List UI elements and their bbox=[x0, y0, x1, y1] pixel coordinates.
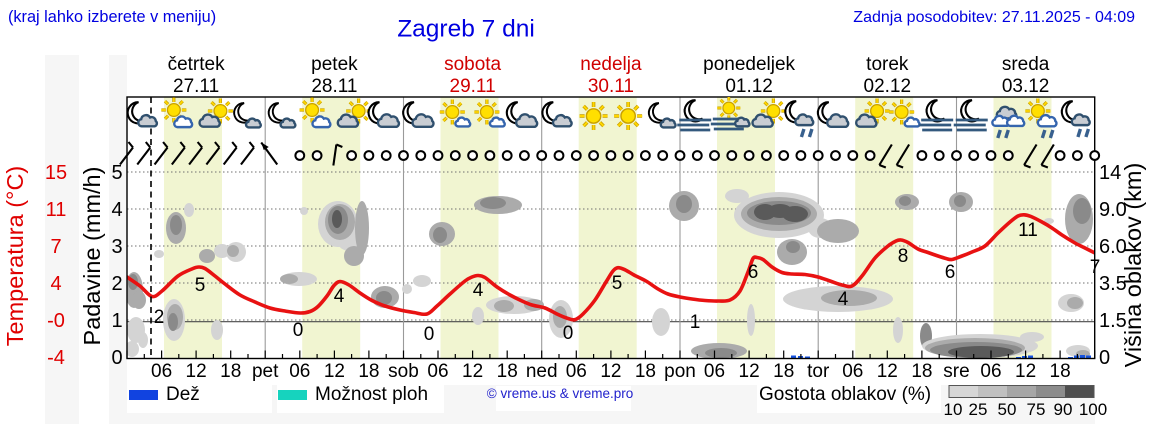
svg-text:4: 4 bbox=[334, 286, 345, 307]
svg-text:100: 100 bbox=[1079, 400, 1107, 419]
svg-text:12: 12 bbox=[877, 361, 898, 382]
svg-text:6: 6 bbox=[748, 262, 759, 283]
svg-text:4: 4 bbox=[50, 273, 61, 295]
svg-text:Zagreb 7 dni: Zagreb 7 dni bbox=[397, 16, 535, 43]
svg-text:15: 15 bbox=[45, 162, 67, 184]
svg-text:2: 2 bbox=[154, 307, 165, 328]
svg-text:18: 18 bbox=[220, 361, 241, 382]
svg-text:12: 12 bbox=[186, 361, 207, 382]
svg-text:06: 06 bbox=[566, 361, 587, 382]
svg-text:28.11: 28.11 bbox=[311, 76, 357, 97]
svg-text:06: 06 bbox=[842, 361, 863, 382]
svg-text:18: 18 bbox=[358, 361, 379, 382]
svg-text:ponedeljek: ponedeljek bbox=[703, 54, 795, 75]
svg-text:14: 14 bbox=[1099, 162, 1121, 184]
svg-text:06: 06 bbox=[427, 361, 448, 382]
svg-text:06: 06 bbox=[704, 361, 725, 382]
svg-text:18: 18 bbox=[497, 361, 518, 382]
svg-text:7: 7 bbox=[50, 236, 61, 258]
svg-text:4: 4 bbox=[473, 280, 484, 301]
svg-text:pon: pon bbox=[664, 361, 696, 382]
svg-text:3.5: 3.5 bbox=[1099, 273, 1127, 295]
svg-text:2: 2 bbox=[111, 273, 122, 295]
svg-text:4: 4 bbox=[111, 199, 122, 221]
svg-text:6: 6 bbox=[945, 262, 956, 283]
svg-text:29.11: 29.11 bbox=[450, 76, 496, 97]
svg-text:02.12: 02.12 bbox=[864, 76, 912, 97]
svg-text:18: 18 bbox=[635, 361, 656, 382]
svg-text:27.11: 27.11 bbox=[173, 76, 219, 97]
svg-text:sre: sre bbox=[943, 361, 969, 382]
svg-text:torek: torek bbox=[866, 54, 909, 75]
svg-text:06: 06 bbox=[151, 361, 172, 382]
svg-text:75: 75 bbox=[1027, 400, 1046, 419]
svg-text:18: 18 bbox=[911, 361, 932, 382]
svg-text:nedelja: nedelja bbox=[580, 54, 642, 75]
svg-text:8: 8 bbox=[898, 246, 909, 267]
svg-text:Zadnja posodobitev: 27.11.2025: Zadnja posodobitev: 27.11.2025 - 04:09 bbox=[853, 9, 1135, 26]
svg-text:12: 12 bbox=[324, 361, 345, 382]
svg-text:30.11: 30.11 bbox=[588, 76, 634, 97]
svg-text:5: 5 bbox=[612, 273, 623, 294]
svg-text:ned: ned bbox=[526, 361, 558, 382]
svg-text:Padavine (mm/h): Padavine (mm/h) bbox=[79, 167, 105, 346]
svg-text:0: 0 bbox=[424, 324, 435, 345]
svg-text:0: 0 bbox=[1099, 347, 1110, 369]
svg-text:25: 25 bbox=[969, 400, 988, 419]
svg-text:12: 12 bbox=[739, 361, 760, 382]
svg-text:sob: sob bbox=[388, 361, 419, 382]
svg-text:12: 12 bbox=[1015, 361, 1036, 382]
svg-text:1: 1 bbox=[690, 312, 701, 333]
svg-text:03.12: 03.12 bbox=[1002, 76, 1050, 97]
svg-text:Možnost ploh: Možnost ploh bbox=[315, 384, 428, 405]
svg-text:Višina oblakov (km): Višina oblakov (km) bbox=[1120, 163, 1146, 368]
svg-text:Gostota oblakov (%): Gostota oblakov (%) bbox=[759, 384, 931, 405]
svg-text:(kraj lahko izberete v meniju): (kraj lahko izberete v meniju) bbox=[8, 8, 216, 26]
svg-text:tor: tor bbox=[807, 361, 830, 382]
svg-text:5: 5 bbox=[111, 162, 122, 184]
svg-text:4: 4 bbox=[838, 289, 849, 310]
svg-text:sobota: sobota bbox=[444, 54, 501, 75]
svg-text:50: 50 bbox=[998, 400, 1017, 419]
svg-text:10: 10 bbox=[944, 400, 963, 419]
svg-text:-0: -0 bbox=[47, 310, 65, 332]
svg-text:18: 18 bbox=[1050, 361, 1071, 382]
svg-text:11: 11 bbox=[46, 199, 67, 221]
svg-text:-4: -4 bbox=[47, 347, 65, 369]
svg-text:06: 06 bbox=[289, 361, 310, 382]
svg-text:0: 0 bbox=[563, 323, 574, 344]
svg-text:12: 12 bbox=[600, 361, 621, 382]
svg-text:11: 11 bbox=[1018, 220, 1038, 241]
svg-text:12: 12 bbox=[462, 361, 483, 382]
svg-text:9.0: 9.0 bbox=[1099, 199, 1127, 221]
svg-text:90: 90 bbox=[1054, 400, 1073, 419]
svg-text:petek: petek bbox=[311, 54, 358, 75]
svg-text:© vreme.us & vreme.pro: © vreme.us & vreme.pro bbox=[487, 386, 634, 401]
svg-text:četrtek: četrtek bbox=[168, 54, 226, 75]
svg-text:Dež: Dež bbox=[166, 384, 200, 405]
svg-text:1.5: 1.5 bbox=[1099, 310, 1127, 332]
svg-text:pet: pet bbox=[252, 361, 279, 382]
svg-text:06: 06 bbox=[980, 361, 1001, 382]
svg-text:5: 5 bbox=[195, 275, 206, 296]
svg-text:18: 18 bbox=[773, 361, 794, 382]
svg-text:Temperatura (°C): Temperatura (°C) bbox=[2, 166, 28, 346]
svg-text:01.12: 01.12 bbox=[725, 76, 773, 97]
svg-text:0: 0 bbox=[293, 320, 304, 341]
svg-text:6.0: 6.0 bbox=[1099, 236, 1127, 258]
svg-text:0: 0 bbox=[111, 347, 122, 369]
svg-text:sreda: sreda bbox=[1002, 54, 1050, 75]
svg-text:3: 3 bbox=[111, 236, 122, 258]
svg-text:1: 1 bbox=[111, 310, 122, 332]
